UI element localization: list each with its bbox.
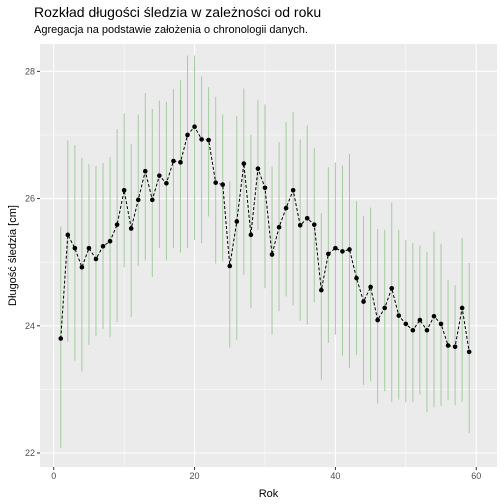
- data-point: [347, 247, 352, 252]
- data-point: [326, 251, 331, 257]
- data-point: [213, 180, 218, 185]
- data-point: [114, 222, 120, 227]
- data-point: [276, 224, 282, 230]
- x-tick-label: 0: [51, 471, 56, 481]
- chart-subtitle: Agregacja na podstawie założenia o chron…: [34, 24, 308, 36]
- data-point: [241, 161, 247, 166]
- data-point: [157, 173, 162, 178]
- data-points: [58, 124, 472, 355]
- data-point: [178, 160, 183, 165]
- data-point: [79, 264, 85, 270]
- chart-title: Rozkład długości śledzia w zależności od…: [34, 4, 322, 20]
- data-point: [164, 181, 169, 186]
- data-point: [410, 327, 416, 333]
- data-point: [361, 299, 366, 304]
- data-point: [86, 245, 92, 251]
- grid-major: [40, 44, 497, 467]
- data-point: [220, 182, 226, 187]
- data-point: [438, 321, 444, 327]
- plot-panel: [40, 44, 497, 467]
- data-point: [283, 205, 289, 211]
- y-tick-label: 22: [25, 448, 35, 458]
- data-point: [128, 226, 134, 231]
- data-point: [340, 249, 345, 254]
- data-point: [333, 245, 338, 251]
- error-bars: [60, 55, 470, 448]
- data-point: [93, 256, 99, 262]
- data-point: [58, 336, 64, 341]
- y-tick-label: 28: [25, 66, 35, 76]
- data-point: [227, 263, 233, 269]
- x-tick-label: 20: [190, 471, 200, 481]
- data-point: [403, 321, 409, 327]
- x-axis: 0 20 40 60: [51, 467, 481, 481]
- data-point: [290, 188, 296, 193]
- x-tick-label: 60: [471, 471, 481, 481]
- y-tick-label: 26: [25, 194, 35, 204]
- data-point: [100, 243, 106, 249]
- data-point: [121, 188, 127, 193]
- data-point: [417, 317, 423, 323]
- data-point: [142, 168, 148, 174]
- data-point: [375, 317, 380, 323]
- data-point: [262, 185, 268, 191]
- data-point: [424, 327, 430, 333]
- data-point: [206, 137, 211, 143]
- data-point: [135, 197, 141, 203]
- data-point: [269, 252, 275, 257]
- data-point: [72, 245, 78, 251]
- data-point: [234, 219, 240, 224]
- y-axis: 22 24 26 28: [25, 66, 40, 458]
- data-point: [445, 343, 451, 348]
- data-point: [248, 232, 254, 238]
- data-point: [396, 313, 402, 318]
- data-point: [185, 132, 190, 138]
- data-point: [311, 222, 317, 227]
- data-point: [199, 137, 204, 142]
- data-point: [319, 287, 324, 293]
- data-point: [452, 344, 458, 350]
- data-point: [431, 313, 437, 319]
- data-point: [389, 285, 395, 291]
- data-point: [382, 305, 387, 311]
- data-point: [107, 238, 113, 244]
- data-point: [297, 222, 303, 228]
- x-tick-label: 40: [330, 471, 340, 481]
- data-point: [150, 197, 155, 203]
- data-point: [466, 349, 472, 355]
- data-point: [354, 275, 359, 281]
- data-point: [459, 305, 465, 311]
- y-axis-title: Długość śledzia [cm]: [7, 205, 19, 306]
- x-axis-title: Rok: [259, 488, 279, 500]
- data-point: [65, 232, 71, 238]
- data-point: [192, 124, 197, 129]
- data-point: [171, 158, 176, 164]
- data-point: [255, 166, 261, 171]
- data-point: [304, 215, 310, 221]
- data-point: [368, 284, 373, 290]
- y-tick-label: 24: [25, 321, 35, 331]
